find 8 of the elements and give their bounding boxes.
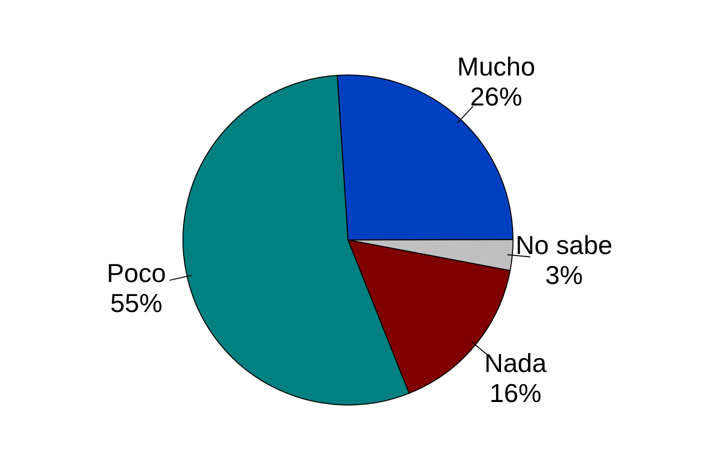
slice-label: No sabe bbox=[516, 230, 613, 260]
slice-label: Poco bbox=[106, 258, 166, 288]
slice-label: Nada bbox=[484, 348, 548, 378]
data-label: 16% bbox=[489, 378, 542, 408]
data-label: 3% bbox=[545, 260, 583, 290]
data-label: 55% bbox=[110, 288, 162, 318]
slice-label: Mucho bbox=[457, 51, 536, 82]
data-label: 26% bbox=[470, 81, 522, 112]
